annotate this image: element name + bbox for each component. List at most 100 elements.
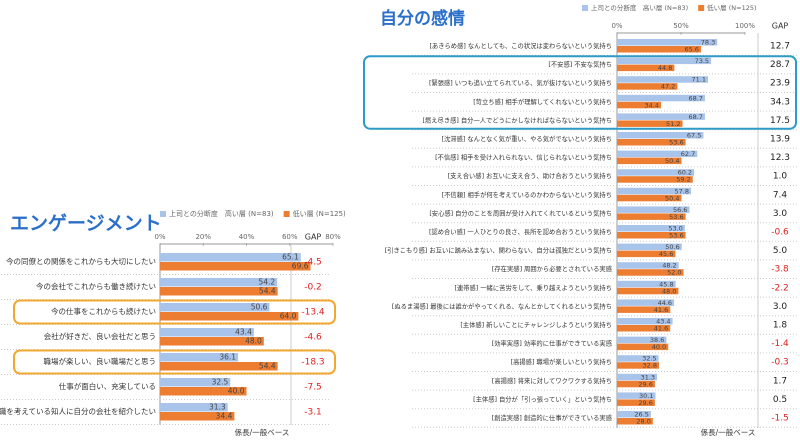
- value-label: 50.4: [665, 157, 679, 165]
- category-label: 職場が楽しい、良い職場だと思う: [44, 356, 157, 366]
- value-label: 28.0: [636, 418, 650, 426]
- gap-value: -3.1: [304, 408, 322, 418]
- category-label: 会社が好きだ、良い会社だと思う: [44, 331, 156, 341]
- value-label: 52.0: [667, 269, 681, 277]
- bar: [617, 213, 686, 220]
- value-label: 45.6: [659, 250, 673, 258]
- bar: [617, 243, 682, 251]
- category-label: 転職を考えている知人に自分の会社を紹介したい: [0, 406, 156, 416]
- bar: [617, 269, 684, 276]
- bar: [617, 362, 659, 369]
- value-label: 31.3: [641, 373, 655, 381]
- bar: [160, 378, 231, 387]
- value-label: 68.7: [688, 94, 702, 102]
- value-label: 69.6: [292, 262, 309, 271]
- legend-label: 上司との分断度 高い層 (N=83): [591, 3, 688, 12]
- x-tick-label: 100%: [735, 22, 755, 30]
- category-label: 今の仕事をこれからも続けたい: [51, 306, 156, 316]
- bar: [160, 287, 278, 296]
- bar: [160, 353, 239, 362]
- bar: [160, 303, 270, 312]
- bar: [160, 328, 254, 337]
- bar: [617, 157, 682, 165]
- value-label: 65.1: [282, 253, 299, 262]
- gap-value: -13.4: [301, 308, 325, 318]
- gap-value: 1.0: [773, 172, 788, 182]
- bar: [617, 101, 662, 109]
- gap-value: 3.0: [773, 209, 788, 219]
- category-label: [不安感] 不安な気持ち: [548, 60, 612, 69]
- bar: [617, 94, 705, 102]
- bar: [160, 253, 301, 262]
- gap-value: 5.0: [773, 246, 788, 256]
- gap-header: GAP: [772, 22, 789, 31]
- value-label: 36.1: [219, 353, 236, 362]
- value-label: 53.6: [669, 232, 683, 240]
- category-label: [連帯感] 一緒に苦労をして、乗り越えようという気持ち: [454, 283, 612, 292]
- legend-swatch: [160, 211, 166, 217]
- category-label: [苛立ち感] 相手が理解してくれないという気持ち: [473, 97, 612, 106]
- gap-value: 17.5: [770, 116, 790, 126]
- legend-label: 低い層 (N=125): [293, 209, 346, 218]
- category-label: [支え合い感] お互いに支え合う、助け合おうという気持ち: [448, 171, 612, 180]
- value-label: 67.5: [687, 132, 701, 140]
- value-label: 32.5: [642, 355, 656, 363]
- chart-title: エンゲージメント: [10, 213, 162, 235]
- value-label: 64.0: [280, 312, 297, 321]
- value-label: 59.2: [676, 176, 690, 184]
- bar: [160, 362, 278, 371]
- bar: [617, 39, 718, 46]
- bar: [617, 139, 686, 146]
- bar: [617, 343, 669, 351]
- value-label: 48.2: [662, 262, 676, 270]
- x-tick-label: 40%: [239, 233, 255, 241]
- value-label: 50.4: [665, 194, 679, 202]
- category-label: [引きこもり感] お互いに踏み込まない、関わらない、自分は孤独だという気持ち: [385, 246, 612, 255]
- bar: [617, 373, 658, 381]
- category-label: [ぬるま湯感] 最後には誰かがやってくれる、なんとかしてくれるという気持ち: [392, 301, 612, 310]
- value-label: 43.4: [235, 328, 252, 337]
- value-label: 34.4: [216, 412, 233, 421]
- value-label: 53.6: [669, 139, 683, 147]
- value-label: 54.4: [259, 287, 276, 296]
- category-label: [燃え尽き感] 自分一人でどうにかしなければならないという気持ち: [422, 115, 612, 124]
- gap-value: 0.5: [773, 395, 787, 405]
- gap-value: 13.9: [770, 135, 790, 145]
- bar: [617, 299, 675, 306]
- gap-value: 12.7: [770, 42, 790, 52]
- highlight-box: [13, 349, 336, 375]
- gap-value: -7.5: [304, 383, 322, 393]
- value-label: 48.0: [245, 337, 262, 346]
- x-tick-label: 50%: [673, 22, 689, 30]
- category-label: [あきらめ感] なんとしても、この状況は変わらないという気持ち: [429, 41, 612, 50]
- bar: [160, 337, 264, 346]
- gap-value: 1.7: [773, 376, 787, 386]
- legend-label: 上司との分断度 高い層 (N=83): [169, 209, 274, 218]
- bar: [617, 187, 691, 195]
- value-label: 31.3: [209, 403, 226, 412]
- gap-value: 28.7: [770, 60, 790, 70]
- category-label: [主体感] 新しいことにチャレンジしようという気持ち: [460, 320, 612, 329]
- value-label: 44.8: [658, 64, 672, 72]
- legend-label: 低い層 (N=125): [707, 3, 756, 12]
- bar: [617, 262, 679, 269]
- value-label: 71.1: [692, 76, 706, 84]
- bar: [617, 380, 655, 388]
- chart-title: 自分の感情: [380, 8, 465, 29]
- gap-value: -3.8: [771, 265, 789, 275]
- gap-value: -0.6: [771, 228, 789, 238]
- bar: [160, 312, 299, 321]
- note: 係長/一般ベース: [235, 427, 290, 437]
- bar: [617, 76, 709, 83]
- highlight-box: [363, 55, 797, 130]
- x-tick-label: 60%: [282, 233, 298, 241]
- gap-value: 34.3: [770, 97, 790, 107]
- value-label: 40.0: [228, 387, 245, 396]
- gap-value: -0.3: [771, 358, 789, 368]
- bar: [160, 278, 278, 287]
- value-label: 47.2: [661, 83, 675, 91]
- bar: [617, 132, 704, 139]
- bar: [617, 411, 651, 418]
- x-tick-label: 20%: [195, 233, 211, 241]
- value-label: 60.2: [678, 169, 692, 177]
